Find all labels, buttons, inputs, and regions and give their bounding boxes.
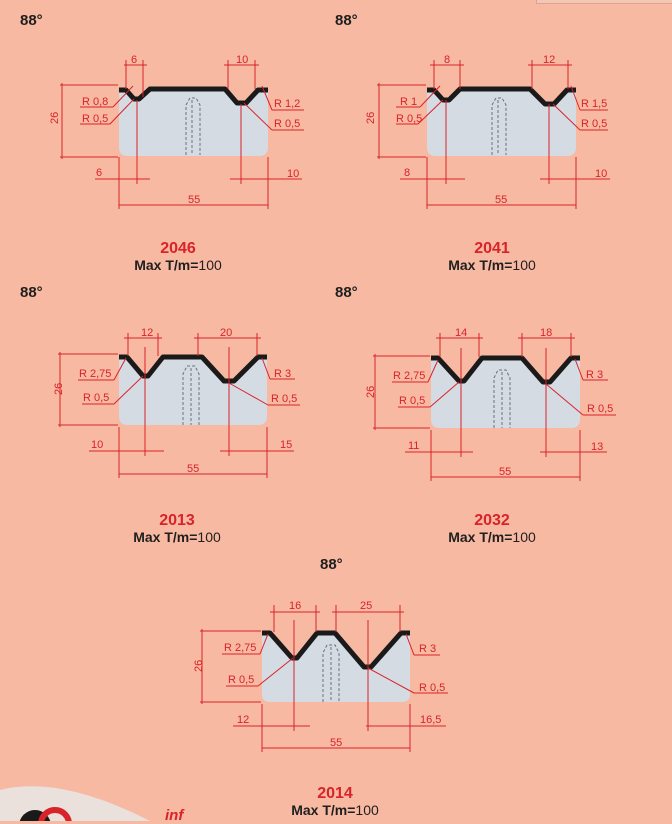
dim-right-radius-top: R 1,2 [274, 98, 300, 110]
die-code: 2013 [159, 512, 195, 529]
dim-left-radius-top: R 2,75 [224, 642, 256, 654]
dim-left-radius-bottom: R 0,5 [396, 113, 422, 125]
dim-top-right-v: 10 [236, 54, 248, 66]
top-right-tab [536, 0, 672, 4]
dim-right-radius-bottom: R 0,5 [587, 403, 613, 415]
dim-top-left-v: 12 [141, 327, 153, 339]
max-value: 100 [512, 257, 536, 273]
dim-left-radius-top: R 0,8 [82, 96, 108, 108]
dim-top-right-v: 20 [220, 327, 232, 339]
dim-left-radius-bottom: R 0,5 [228, 674, 254, 686]
max-label: Max T/m= [134, 257, 199, 273]
dim-top-right-v: 25 [360, 600, 372, 612]
max-label: Max T/m= [133, 529, 198, 545]
die-code: 2041 [474, 240, 510, 257]
dim-bottom-left-offset: 8 [404, 167, 410, 179]
die-angle-label: 88° [335, 284, 358, 301]
max-value: 100 [197, 529, 221, 545]
dim-right-radius-top: R 3 [586, 369, 603, 381]
max-value: 100 [198, 257, 222, 273]
dim-top-left-v: 8 [444, 54, 450, 66]
dim-left-radius-bottom: R 0,5 [399, 395, 425, 407]
die-profile [262, 630, 410, 702]
die-angle-label: 88° [320, 556, 343, 573]
dim-bottom-right-offset: 10 [595, 168, 607, 180]
dim-right-radius-bottom: R 0,5 [271, 393, 297, 405]
die-caption: 2032 Max T/m=100 [392, 512, 592, 546]
dim-right-radius-bottom: R 0,5 [274, 118, 300, 130]
max-label: Max T/m= [448, 257, 513, 273]
die-angle-label: 88° [20, 284, 43, 301]
die-angle-label: 88° [335, 12, 358, 29]
dim-right-radius-bottom: R 0,5 [581, 118, 607, 130]
max-value: 100 [512, 529, 536, 545]
dim-height: 26 [49, 112, 61, 124]
dim-width: 55 [499, 466, 511, 478]
dim-bottom-left-offset: 10 [91, 439, 103, 451]
die-profile [119, 354, 267, 425]
dim-height: 26 [53, 383, 65, 395]
die-profile [431, 355, 580, 428]
dim-bottom-left-offset: 6 [96, 167, 102, 179]
dim-right-radius-top: R 3 [274, 368, 291, 380]
dim-bottom-right-offset: 10 [287, 168, 299, 180]
dim-height: 26 [365, 386, 377, 398]
dim-left-radius-top: R 1 [400, 96, 417, 108]
max-label: Max T/m= [448, 529, 513, 545]
dim-height: 26 [365, 112, 377, 124]
dim-bottom-right-offset: 13 [591, 441, 603, 453]
dim-bottom-left-offset: 12 [237, 714, 249, 726]
dim-top-left-v: 14 [455, 327, 467, 339]
die-code: 2032 [474, 512, 510, 529]
dim-left-radius-top: R 2,75 [79, 368, 111, 380]
dim-left-radius-bottom: R 0,5 [82, 113, 108, 125]
die-caption: 2014 Max T/m=100 [235, 785, 435, 819]
dim-right-radius-top: R 3 [419, 643, 436, 655]
dim-top-right-v: 12 [543, 54, 555, 66]
dim-right-radius-top: R 1,5 [581, 98, 607, 110]
brand-logo-icon [19, 807, 72, 821]
die-code: 2014 [317, 785, 353, 802]
dim-width: 55 [330, 737, 342, 749]
dim-left-radius-top: R 2,75 [393, 370, 425, 382]
dim-bottom-right-offset: 16,5 [420, 714, 441, 726]
max-value: 100 [355, 802, 379, 818]
die-profile [427, 86, 576, 156]
dim-width: 55 [188, 194, 200, 206]
dim-width: 55 [187, 463, 199, 475]
dim-top-right-v: 18 [540, 327, 552, 339]
dim-bottom-right-offset: 15 [280, 439, 292, 451]
die-code: 2046 [160, 240, 196, 257]
dim-top-left-v: 16 [289, 600, 301, 612]
dim-height: 26 [193, 660, 205, 672]
dim-width: 55 [495, 194, 507, 206]
dim-top-left-v: 6 [131, 54, 137, 66]
die-profile [119, 86, 268, 156]
dim-bottom-left-offset: 11 [408, 440, 419, 452]
die-angle-label: 88° [20, 12, 43, 29]
die-caption: 2046 Max T/m=100 [78, 240, 278, 274]
dim-right-radius-bottom: R 0,5 [419, 682, 445, 694]
footer-partial-text: inf [165, 807, 184, 824]
dim-left-radius-bottom: R 0,5 [83, 392, 109, 404]
max-label: Max T/m= [291, 802, 356, 818]
die-caption: 2013 Max T/m=100 [77, 512, 277, 546]
die-caption: 2041 Max T/m=100 [392, 240, 592, 274]
